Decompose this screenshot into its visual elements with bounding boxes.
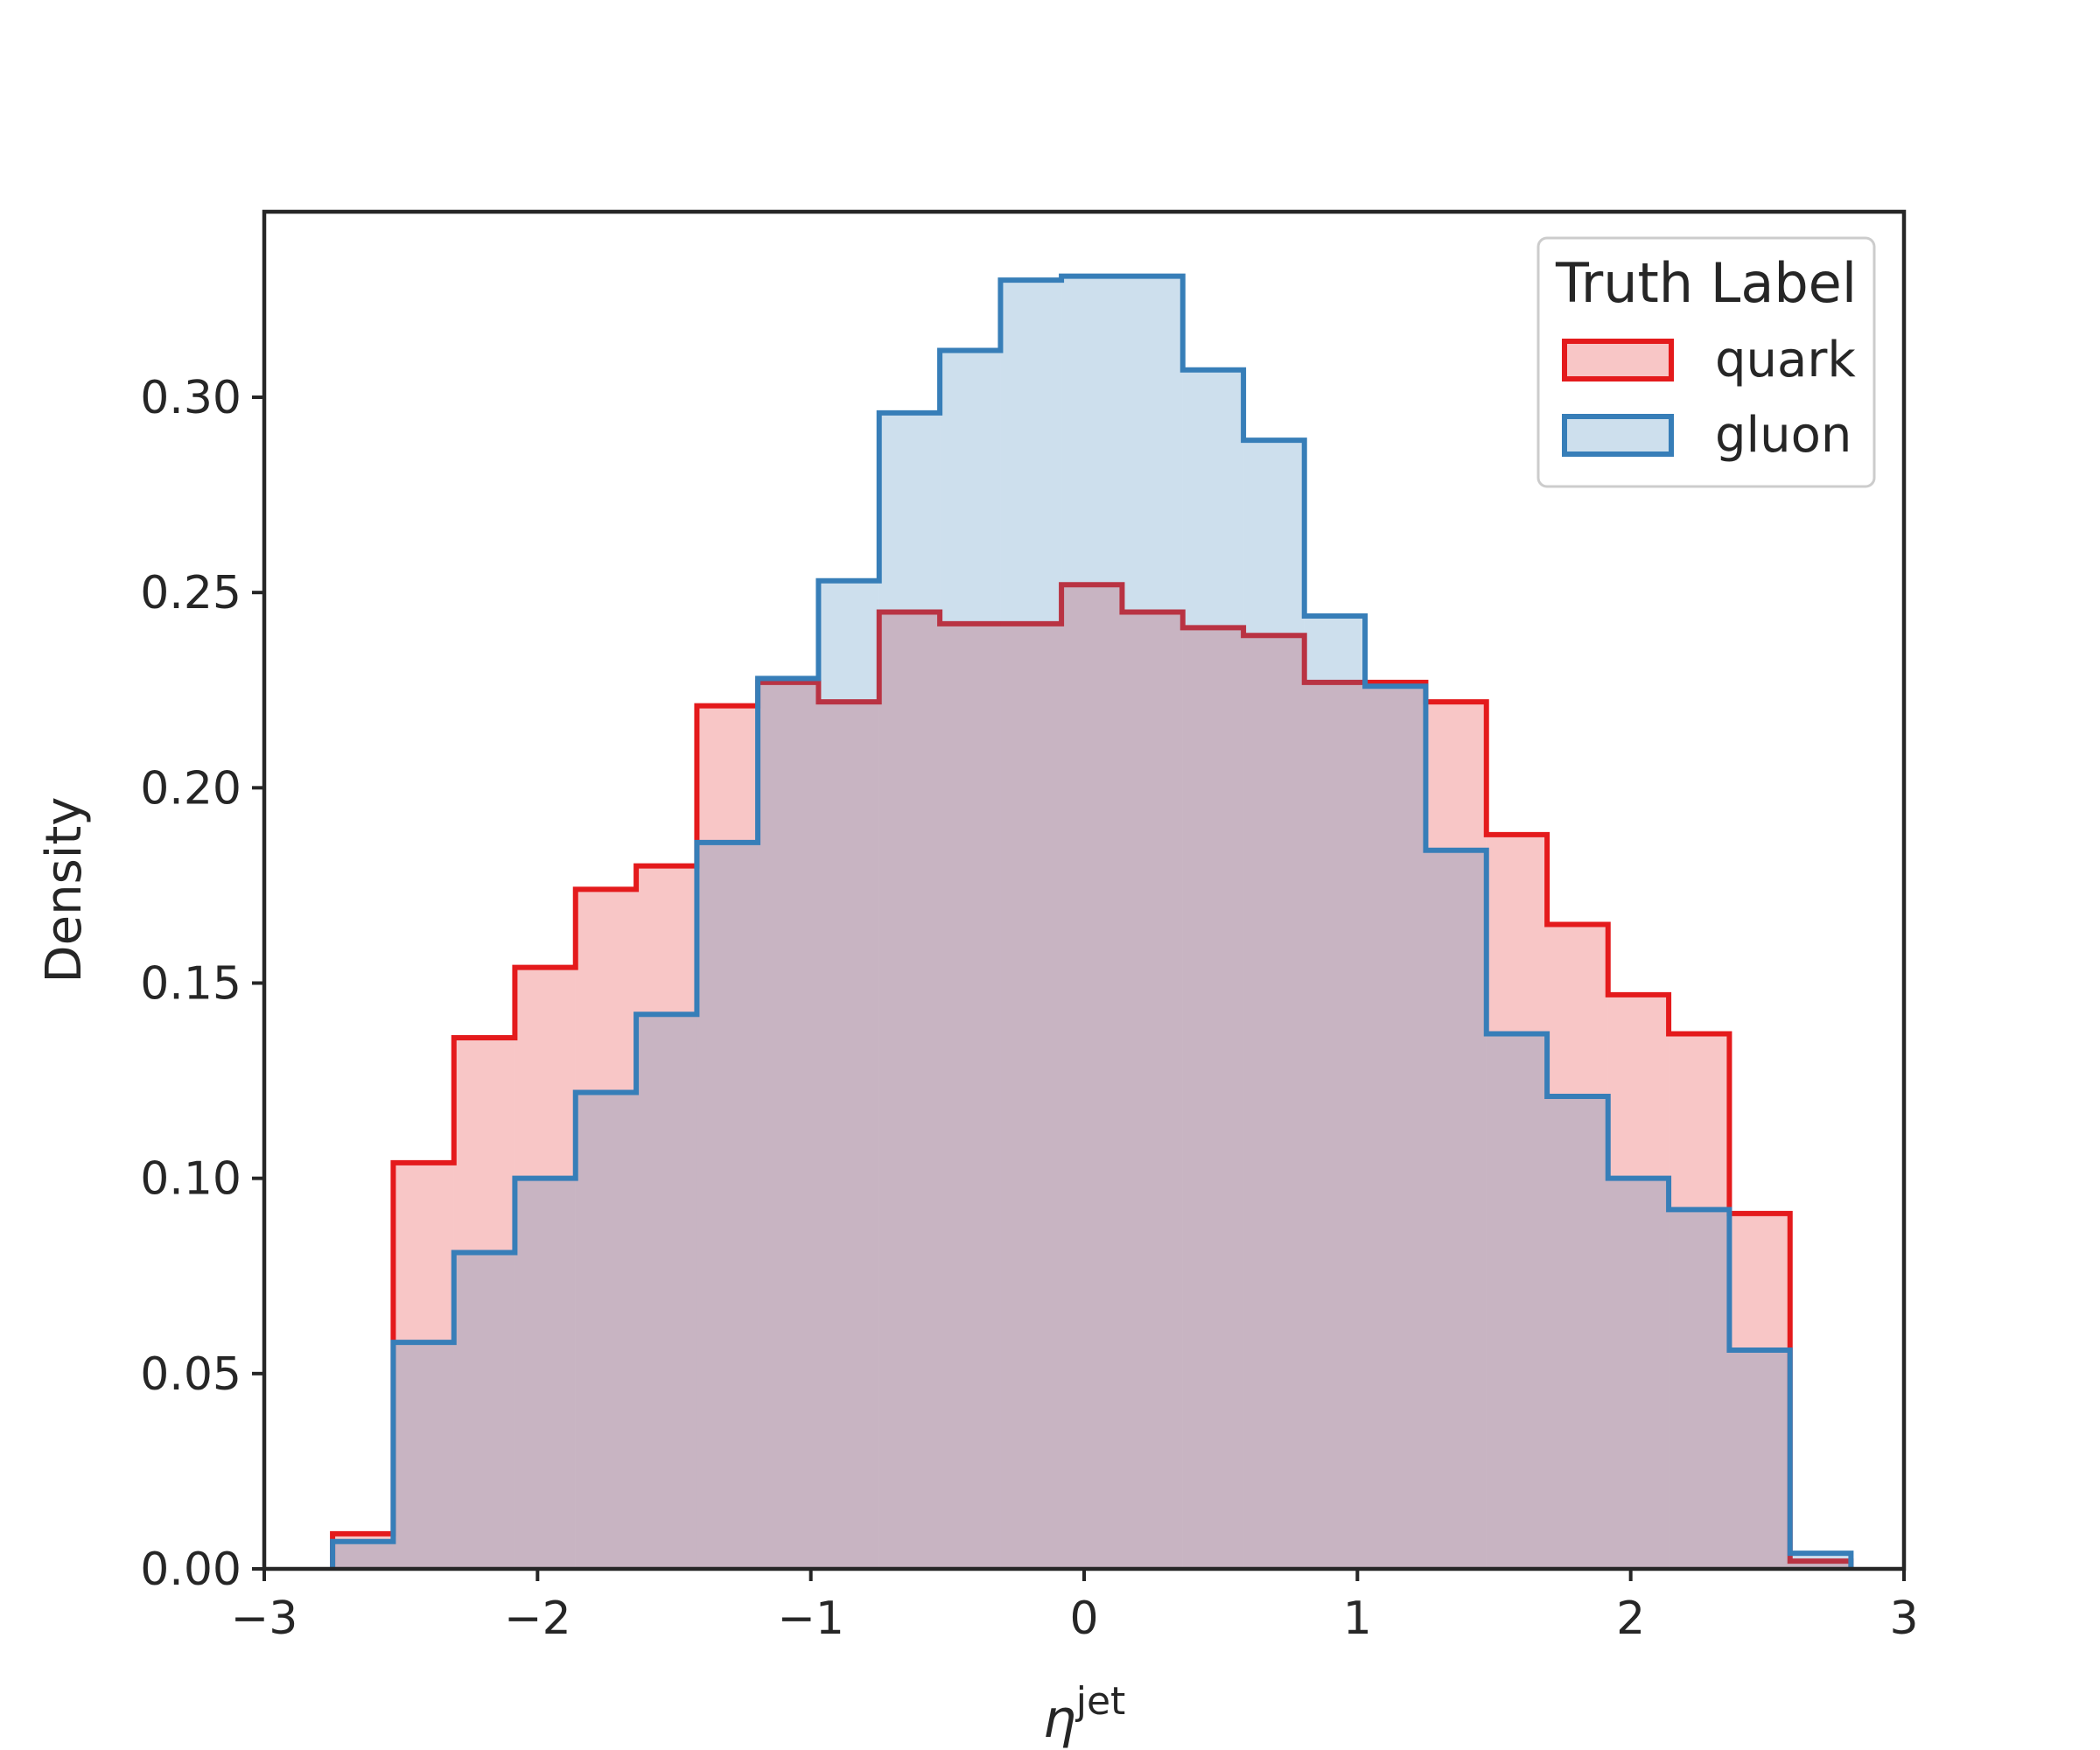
gluon-outline [330,273,1854,1569]
quark-bin [1425,702,1487,1569]
gluon-bin [575,1092,637,1569]
plot-frame [262,209,1907,1572]
x-tick-label: 3 [1889,1592,1918,1645]
quark-bin [1607,994,1670,1569]
gluon-bin [758,678,819,1569]
y-tick-label: 0.10 [140,1153,242,1206]
y-tick-label: 0.05 [140,1348,242,1401]
gluon-bin [1243,440,1305,1569]
gluon-bin [1789,1553,1852,1569]
y-tick-label: 0.25 [140,567,242,620]
quark-outline [330,582,1854,1569]
gluon-bin [453,1252,515,1569]
quark-bin [575,889,637,1569]
quark-bin [1547,924,1608,1569]
series-quark [330,582,1854,1569]
legend-label-quark: quark [1715,332,1856,388]
gluon-bin [393,1342,454,1569]
gluon-bin [1182,369,1244,1569]
series-layer [330,273,1854,1570]
quark-bin [696,705,759,1569]
quark-bin [1669,1033,1730,1569]
gluon-bin [1729,1350,1790,1569]
quark-bin [1182,627,1244,1569]
gluon-bin [878,412,941,1569]
x-tick-label: −1 [777,1592,844,1645]
x-tick-label: 0 [1069,1592,1098,1645]
legend-swatch-quark [1562,339,1674,382]
gluon-bin [696,842,759,1569]
quark-bin [818,702,879,1569]
quark-bin [1729,1213,1790,1569]
gluon-bin [1486,1033,1548,1569]
x-tick-label: −2 [504,1592,571,1645]
quark-bin [1486,834,1548,1569]
x-axis-label-symbol: η [1043,1689,1076,1750]
y-axis-label: Density [36,797,93,984]
quark-bin [393,1162,454,1569]
legend: Truth Label quark gluon [1536,236,1876,488]
legend-box [1536,236,1876,488]
gluon-bin [940,350,1001,1569]
legend-title: Truth Label [1555,251,1857,315]
gluon-bin [1425,850,1487,1569]
gluon-bin [514,1178,576,1569]
x-tick-label: 1 [1343,1592,1372,1645]
quark-bin [940,623,1001,1569]
quark-bin [758,682,819,1569]
quark-bin [514,967,576,1569]
gluon-bin [1000,280,1062,1569]
y-tick-label: 0.30 [140,372,242,424]
y-tick-label: 0.15 [140,958,242,1011]
quark-bin [1789,1561,1852,1569]
gluon-bin [1304,615,1366,1569]
quark-bin [453,1037,515,1569]
series-gluon [330,273,1854,1570]
quark-bin [1243,635,1305,1569]
legend-swatch-gluon [1562,414,1674,457]
x-tick-label: −3 [231,1592,298,1645]
x-tick-label: 2 [1616,1592,1645,1645]
gluon-bin [1607,1178,1670,1569]
y-tick-label: 0.00 [140,1544,242,1596]
quark-bin [1000,623,1062,1569]
quark-bin [1061,584,1123,1569]
gluon-bin [1547,1096,1608,1569]
ticks-layer: −3 −2 −1 0 1 2 3 0.00 0.05 0.10 0.15 0.20 0.25 0.30 [140,372,1918,1645]
quark-bin [1304,682,1366,1569]
gluon-bin [636,1014,697,1569]
quark-bin [1122,612,1183,1569]
quark-bin [878,612,941,1569]
x-axis-label: ηjet [1043,1679,1126,1750]
y-tick-label: 0.20 [140,762,242,815]
quark-bin [1365,682,1426,1569]
gluon-bin [1122,276,1183,1570]
gluon-bin [1061,276,1123,1570]
quark-bin [636,865,697,1569]
gluon-bin [332,1541,394,1569]
gluon-bin [818,580,879,1569]
x-axis-label-superscript: jet [1075,1679,1126,1724]
gluon-bin [1365,686,1426,1569]
legend-label-gluon: gluon [1715,407,1852,464]
gluon-bin [1669,1209,1730,1569]
